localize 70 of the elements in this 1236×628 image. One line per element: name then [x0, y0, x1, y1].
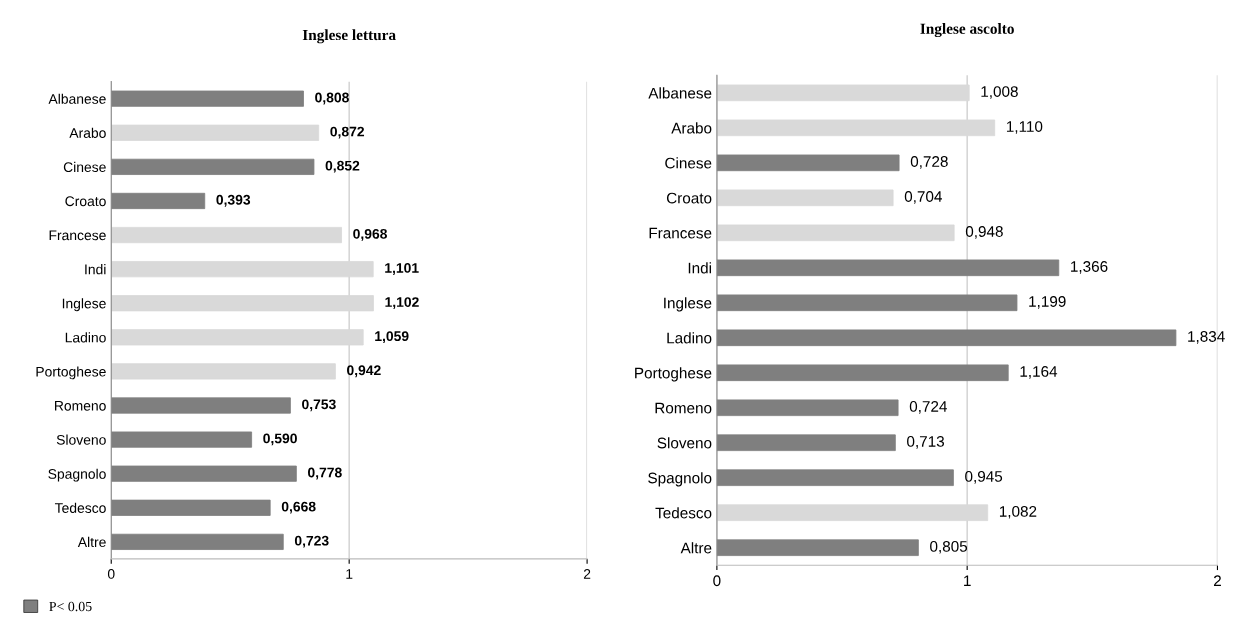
- y-tick-label: Romeno: [55, 400, 106, 411]
- y-tick-label: Ladino: [65, 332, 106, 343]
- y-tick-label: Sloveno: [56, 434, 106, 445]
- y-tick-label: Francese: [649, 227, 712, 239]
- y-tick-label: Arabo: [671, 122, 712, 134]
- y-tick-label: Albanese: [48, 93, 106, 104]
- y-tick-label: Spagnolo: [48, 468, 106, 482]
- data-label: 1,059: [375, 331, 409, 344]
- y-tick-label: Portoghese: [635, 367, 712, 382]
- y-tick-label: Portoghese: [36, 366, 106, 380]
- data-label: 1,199: [1029, 296, 1066, 309]
- y-tick-label: Albanese: [648, 87, 712, 99]
- y-tick-label: Altre: [680, 542, 712, 554]
- data-label: 0,948: [965, 226, 1003, 239]
- y-tick-label: Altre: [77, 536, 106, 548]
- data-label: 0,668: [281, 501, 316, 514]
- y-tick-label: Sloveno: [657, 437, 712, 449]
- y-tick-label: Inglese: [664, 297, 712, 312]
- legend-label: P< 0.05: [49, 601, 92, 612]
- bar: [111, 363, 336, 380]
- data-label: 0,393: [216, 194, 251, 207]
- y-tick-label: Cinese: [665, 157, 712, 169]
- x-tick-label: 2: [1213, 575, 1221, 586]
- data-label: 0,724: [909, 401, 947, 414]
- data-label: 0,805: [930, 540, 968, 554]
- y-tick-label: Arabo: [69, 127, 106, 138]
- x-tick-label: 0: [713, 575, 721, 587]
- data-label: 1,102: [385, 297, 419, 309]
- y-tick-label: Indi: [85, 264, 106, 275]
- data-label: 0,808: [315, 92, 349, 105]
- bar: [111, 124, 320, 141]
- y-tick-label: Indi: [688, 262, 711, 274]
- data-label: 0,872: [330, 126, 365, 139]
- data-label: 0,968: [353, 228, 387, 241]
- y-tick-label: Ladino: [667, 332, 712, 344]
- x-tick-label: 1: [346, 569, 353, 579]
- data-label: 0,704: [904, 191, 942, 204]
- y-tick-label: Francese: [49, 230, 106, 241]
- bar: [716, 224, 955, 242]
- y-tick-label: Tedesco: [54, 502, 106, 513]
- data-label: 0,723: [294, 535, 329, 548]
- data-label: 1,366: [1071, 261, 1108, 274]
- x-tick-label: 0: [107, 569, 115, 579]
- y-tick-label: Romeno: [655, 402, 712, 414]
- bar: [111, 226, 342, 244]
- x-tick-label: 1: [964, 575, 971, 586]
- data-label: 1,110: [1006, 121, 1043, 134]
- y-tick-label: Inglese: [62, 298, 106, 312]
- data-label: 0,778: [308, 467, 342, 480]
- data-label: 1,082: [999, 506, 1037, 519]
- data-label: 0,590: [263, 433, 297, 446]
- y-tick-label: Croato: [666, 192, 712, 204]
- data-label: 0,728: [910, 156, 948, 169]
- data-label: 1,164: [1020, 366, 1058, 379]
- x-tick-label: 2: [583, 569, 591, 579]
- y-tick-label: Croato: [65, 196, 106, 207]
- bar: [716, 189, 894, 207]
- data-label: 1,101: [385, 263, 419, 275]
- y-tick-label: Cinese: [63, 161, 106, 173]
- data-label: 0,942: [347, 365, 381, 378]
- chart-title: Inglese ascolto: [920, 23, 1014, 38]
- y-tick-label: Spagnolo: [648, 472, 712, 487]
- y-tick-label: Tedesco: [655, 507, 712, 519]
- chart-title: Inglese lettura: [302, 29, 396, 44]
- data-label: 0,753: [302, 399, 336, 412]
- data-label: 0,713: [907, 436, 945, 449]
- data-label: 1,008: [981, 86, 1018, 99]
- data-label: 1,834: [1188, 331, 1225, 344]
- data-label: 0,945: [965, 471, 1003, 484]
- data-label: 0,852: [325, 160, 360, 173]
